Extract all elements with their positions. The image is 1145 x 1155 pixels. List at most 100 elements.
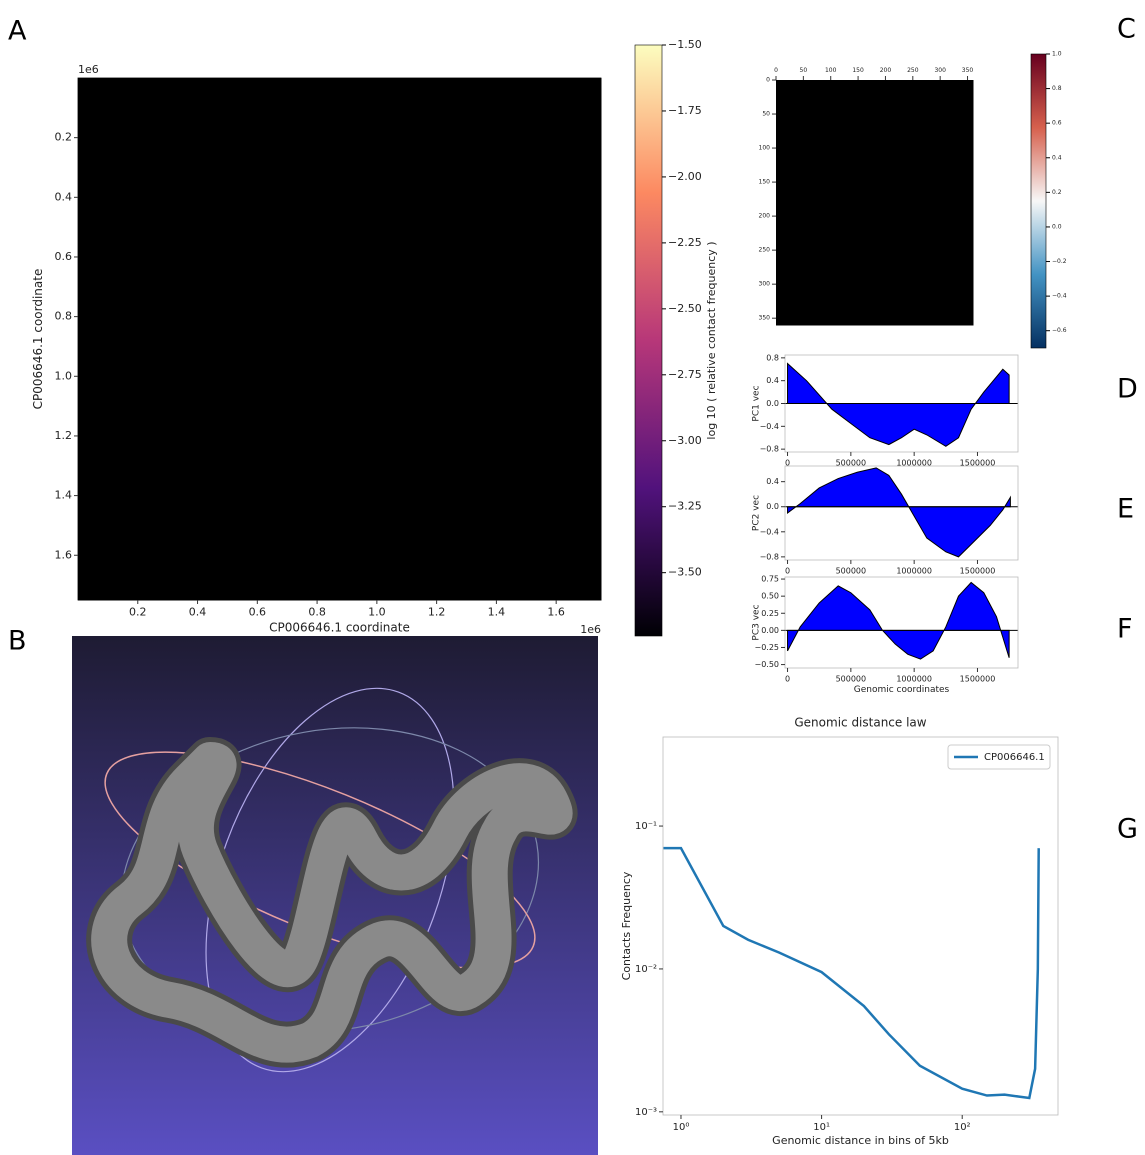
heatmap-cell (801, 233, 826, 264)
x-tick-label: 1.4 (488, 606, 506, 619)
y-axis-label: PC1 vec (752, 385, 762, 421)
heatmap-cell (899, 294, 924, 325)
y-tick-label: 0.00 (761, 626, 779, 635)
heatmap-cell (274, 209, 340, 275)
heatmap-cell (801, 264, 826, 295)
heatmap-cell (340, 404, 406, 470)
y-tick-label: 0.4 (766, 477, 779, 486)
colorbar-tick-label: 0.8 (1052, 85, 1062, 92)
heatmap-cell (470, 143, 536, 209)
heatmap-cell (143, 470, 209, 536)
heatmap-cell (850, 111, 875, 142)
panel-label: A (8, 16, 27, 47)
heatmap-cell (209, 404, 275, 470)
heatmap-cell (899, 80, 924, 111)
colorbar-tick-label: −1.50 (668, 38, 702, 51)
heatmap-cell (405, 404, 471, 470)
heatmap-cell (948, 264, 973, 295)
heatmap-cell (405, 209, 471, 275)
heatmap-cell (470, 339, 536, 405)
heatmap-cell (143, 339, 209, 405)
heatmap-cell (801, 80, 826, 111)
y-offset-label: 1e6 (78, 63, 99, 76)
heatmap-cell (536, 274, 602, 340)
heatmap-cell (875, 203, 900, 234)
heatmap-cell (801, 203, 826, 234)
heatmap-cell (924, 141, 949, 172)
x-tick-label: 10² (954, 1122, 971, 1133)
heatmap-cell (776, 172, 801, 203)
colorbar-tick-label: 1.0 (1052, 51, 1062, 58)
y-tick-label: −0.50 (754, 660, 779, 669)
y-tick-label: 0.2 (55, 131, 73, 144)
heatmap-cell (340, 470, 406, 536)
y-tick-label: −0.25 (754, 643, 779, 652)
y-tick-label: −0.4 (760, 422, 779, 431)
heatmap-cell (274, 404, 340, 470)
heatmap-cell (340, 274, 406, 340)
colorbar-tick-label: −2.75 (668, 368, 702, 381)
heatmap-cell (899, 172, 924, 203)
x-tick-label: 1000000 (896, 674, 932, 683)
heatmap-cell (536, 470, 602, 536)
heatmap-cell (405, 535, 471, 601)
heatmap-cell (948, 203, 973, 234)
heatmap-cell (143, 78, 209, 144)
panel-label: F (1117, 614, 1133, 645)
figure: A B C D E F G −1.50−1.75−2.00−2.25−2.50−… (0, 0, 1145, 1155)
heatmap-cell (924, 111, 949, 142)
heatmap-cell (209, 209, 275, 275)
area (788, 364, 1010, 447)
y-tick-label: 1.4 (55, 489, 73, 502)
x-tick-label: 1500000 (960, 674, 996, 683)
x-tick-label: 500000 (836, 566, 867, 575)
colorbar-label: log 10 ( relative contact frequency ) (705, 241, 718, 439)
colorbar-tick-label: −0.2 (1052, 258, 1067, 265)
heatmap-cell (825, 294, 850, 325)
heatmap-cell (340, 535, 406, 601)
y-tick-label: 50 (762, 111, 770, 118)
heatmap-cell (78, 274, 144, 340)
legend-label: CP006646.1 (984, 752, 1045, 763)
y-tick-label: 0.6 (55, 250, 73, 263)
heatmap-cell (470, 404, 536, 470)
x-axis-label: Genomic distance in bins of 5kb (772, 1134, 949, 1147)
colorbar-tick-label: 0.6 (1052, 120, 1062, 127)
heatmap-cell (470, 78, 536, 144)
y-tick-label: −0.8 (760, 445, 779, 454)
y-tick-label: 0.50 (761, 592, 779, 601)
heatmap-cell (924, 264, 949, 295)
x-tick-label: 10⁰ (673, 1122, 690, 1133)
heatmap-cell (776, 203, 801, 234)
heatmap-cell (850, 264, 875, 295)
area (788, 468, 1011, 557)
x-axis-label: Genomic coordinates (854, 685, 950, 695)
y-tick-label: 350 (759, 315, 771, 322)
colorbar (1031, 54, 1046, 348)
heatmap-cell (924, 80, 949, 111)
heatmap-cell (78, 339, 144, 405)
heatmap-cell (274, 470, 340, 536)
heatmap-cell (776, 294, 801, 325)
heatmap-cell (801, 141, 826, 172)
heatmap-cell (470, 535, 536, 601)
heatmap-cell (405, 143, 471, 209)
heatmap-cell (825, 172, 850, 203)
heatmap-cell (801, 111, 826, 142)
colorbar-tick-label: −1.75 (668, 104, 702, 117)
colorbar-tick-label: −3.00 (668, 434, 702, 447)
heatmap-cell (948, 141, 973, 172)
heatmap-cell (536, 339, 602, 405)
heatmap-cell (470, 274, 536, 340)
heatmap-cell (875, 172, 900, 203)
panel-label: E (1117, 494, 1134, 525)
y-tick-label: 0.4 (55, 190, 73, 203)
heatmap-cell (875, 294, 900, 325)
heatmap-cell (899, 264, 924, 295)
x-tick-label: 1500000 (960, 566, 996, 575)
colorbar (635, 45, 662, 636)
heatmap-cell (899, 111, 924, 142)
heatmap-cell (850, 233, 875, 264)
panel-label: D (1117, 374, 1138, 405)
